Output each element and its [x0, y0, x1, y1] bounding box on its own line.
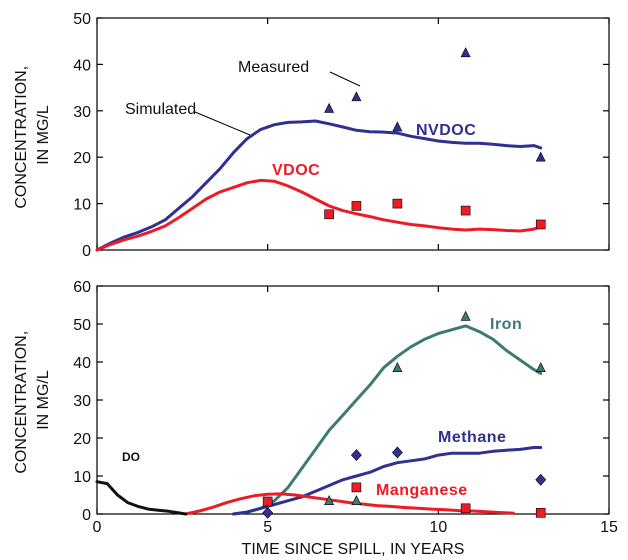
x-tick-label: 5 — [263, 519, 272, 536]
bottom-y-tick-label: 20 — [73, 431, 91, 448]
methane-measured-point — [535, 473, 547, 486]
bottom-y-axis-title: CONCENTRATION, IN MG/L — [13, 326, 52, 473]
methane-measured-point — [391, 446, 403, 459]
iron-measured-point — [392, 362, 403, 373]
nvdoc-measured-point — [535, 151, 546, 162]
bottom-y-tick-label: 60 — [73, 279, 91, 296]
do-simulated-line — [95, 480, 188, 516]
simulated-annotation: Simulated — [125, 101, 196, 118]
bottom-plot-frame — [96, 285, 610, 515]
measured-leader-line — [329, 71, 361, 87]
vdoc-measured-point — [392, 198, 403, 209]
top-panel: 0 10 20 30 40 50 CONCENTRATION, IN MG/L Simul… — [13, 11, 610, 260]
bottom-y-tick-label: 0 — [82, 507, 91, 524]
top-x-ticks — [96, 18, 610, 250]
nvdoc-measured-point — [392, 121, 403, 132]
top-measured-markers — [324, 47, 546, 230]
vdoc-measured-point — [460, 205, 471, 216]
bottom-measured-markers — [262, 310, 547, 519]
iron-simulated-line — [232, 324, 543, 516]
iron-measured-point — [324, 495, 335, 506]
nvdoc-measured-point — [460, 47, 471, 58]
manganese-measured-point — [262, 496, 273, 507]
manganese-measured-point — [460, 503, 471, 514]
nvdoc-measured-point — [324, 102, 335, 113]
manganese-series-label: Manganese — [376, 482, 468, 499]
top-y-axis-title: CONCENTRATION, IN MG/L — [13, 61, 52, 208]
vdoc-series-label: VDOC — [272, 162, 320, 179]
methane-simulated-line — [232, 446, 543, 516]
x-tick-label: 0 — [93, 519, 102, 536]
methane-measured-point — [351, 449, 362, 462]
simulated-leader-line — [194, 111, 251, 136]
bottom-y-tick-label: 30 — [73, 393, 91, 410]
vdoc-simulated-line — [95, 178, 543, 252]
vdoc-measured-point — [535, 219, 546, 230]
iron-series-label: Iron — [490, 316, 522, 333]
top-plot-frame — [96, 17, 610, 251]
bottom-series-lines — [95, 324, 543, 516]
x-tick-label: 10 — [429, 519, 447, 536]
vdoc-measured-point — [351, 201, 362, 211]
methane-series-label: Methane — [438, 429, 506, 446]
do-series-label: DO — [122, 450, 140, 464]
bottom-x-ticks: 0 5 10 15 — [93, 286, 618, 536]
measured-annotation: Measured — [238, 59, 309, 76]
manganese-measured-point — [535, 508, 546, 518]
top-y-tick-label: 20 — [73, 150, 91, 167]
top-y-axis-title-line-1: CONCENTRATION, — [13, 66, 30, 209]
x-axis-title: TIME SINCE SPILL, IN YEARS — [242, 541, 465, 558]
nvdoc-simulated-line — [95, 119, 543, 252]
iron-measured-point — [351, 495, 362, 506]
top-y-tick-label: 50 — [73, 11, 91, 28]
bottom-panel: 0 10 20 30 40 50 60 0 5 10 15 CONCENTRATION, IN M… — [13, 279, 618, 558]
methane-measured-point — [262, 506, 274, 519]
x-tick-label: 15 — [600, 519, 618, 536]
iron-measured-point — [535, 362, 546, 373]
bottom-y-tick-label: 40 — [73, 355, 91, 372]
iron-measured-point — [460, 310, 471, 321]
bottom-y-tick-label: 10 — [73, 469, 91, 486]
bottom-y-ticks: 0 10 20 30 40 50 60 — [73, 279, 609, 524]
bottom-y-axis-title-line-1: CONCENTRATION, — [13, 331, 30, 474]
manganese-measured-point — [351, 482, 362, 493]
top-y-tick-label: 0 — [82, 243, 91, 260]
nvdoc-series-label: NVDOC — [416, 122, 476, 139]
top-y-axis-title-line-2: IN MG/L — [35, 105, 52, 165]
nvdoc-measured-point — [351, 91, 362, 102]
top-series-lines — [95, 119, 543, 252]
bottom-y-tick-label: 50 — [73, 317, 91, 334]
manganese-simulated-line — [184, 492, 515, 516]
bottom-y-axis-title-line-2: IN MG/L — [35, 370, 52, 430]
top-y-tick-label: 40 — [73, 57, 91, 74]
top-y-tick-label: 30 — [73, 104, 91, 121]
top-y-tick-label: 10 — [73, 197, 91, 214]
top-y-ticks: 0 10 20 30 40 50 — [73, 11, 609, 260]
vdoc-measured-point — [324, 209, 334, 220]
